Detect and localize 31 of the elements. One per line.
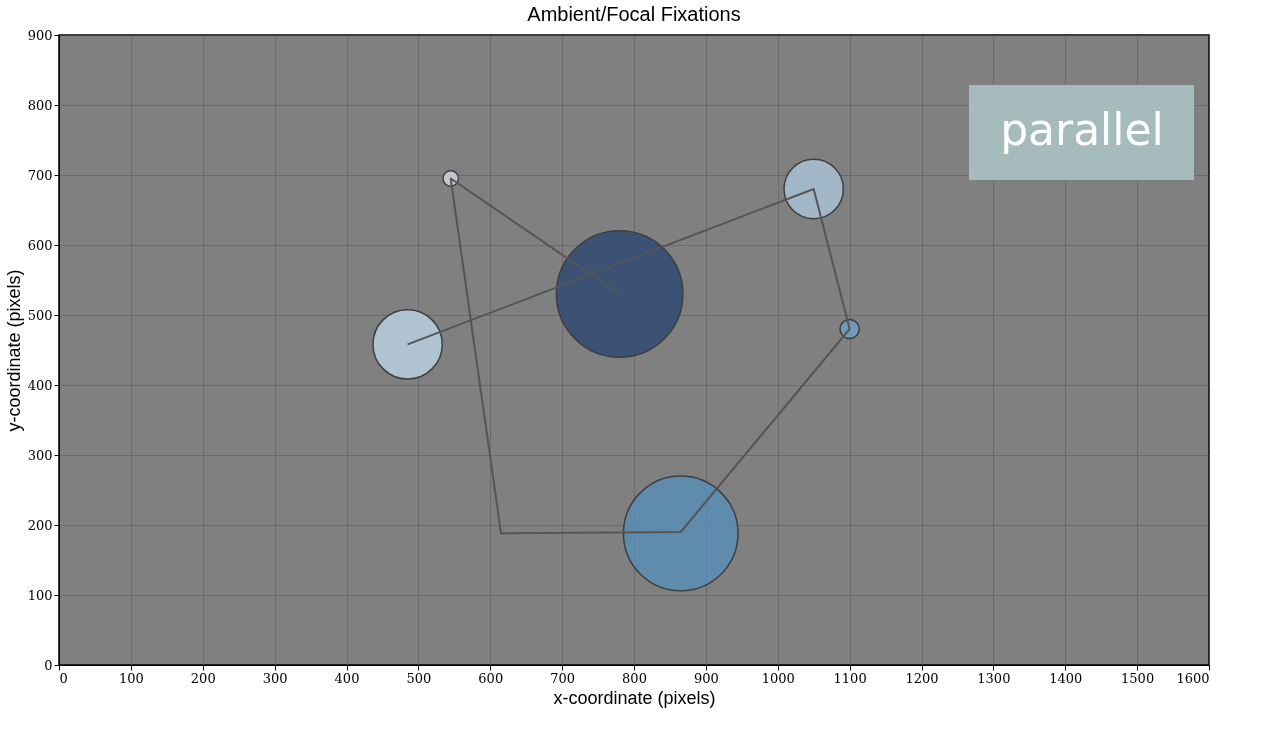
x-tick-label: 400 bbox=[334, 670, 360, 686]
x-tick-label: 600 bbox=[478, 670, 504, 686]
y-tick-label: 800 bbox=[27, 97, 53, 113]
x-tick-label: 1400 bbox=[1049, 670, 1083, 686]
x-tick-label: 500 bbox=[406, 670, 432, 686]
x-tick-label: 800 bbox=[622, 670, 647, 686]
x-tick-label: 700 bbox=[550, 670, 576, 686]
annotation: parallel bbox=[1000, 104, 1164, 155]
x-axis-title: x-coordinate (pixels) bbox=[553, 687, 716, 708]
chart-title: Ambient/Focal Fixations bbox=[527, 3, 741, 25]
y-tick-label: 400 bbox=[27, 377, 53, 393]
x-tick-label: 300 bbox=[262, 670, 288, 686]
y-tick-label: 200 bbox=[27, 517, 53, 533]
x-tick-label: 1000 bbox=[761, 670, 795, 686]
y-tick-label: 300 bbox=[27, 447, 53, 463]
y-tick-label: 600 bbox=[27, 237, 53, 253]
y-tick-label: 0 bbox=[44, 657, 53, 673]
y-tick-label: 100 bbox=[27, 587, 53, 603]
x-tick-label: 100 bbox=[118, 670, 144, 686]
y-tick-label: 700 bbox=[27, 167, 53, 183]
x-tick-label: 1500 bbox=[1121, 670, 1155, 686]
y-tick-label: 500 bbox=[27, 307, 53, 323]
y-tick-label: 900 bbox=[27, 27, 53, 43]
x-tick-label: 1300 bbox=[977, 670, 1011, 686]
x-tick-label: 900 bbox=[693, 670, 719, 686]
x-tick-label: 1100 bbox=[833, 670, 867, 686]
x-tick-label: 1600 bbox=[1176, 670, 1210, 686]
y-axis-title: y-coordinate (pixels) bbox=[3, 269, 24, 432]
x-tick-label: 1200 bbox=[905, 670, 939, 686]
x-tick-label: 0 bbox=[59, 670, 68, 686]
x-tick-label: 200 bbox=[190, 670, 216, 686]
